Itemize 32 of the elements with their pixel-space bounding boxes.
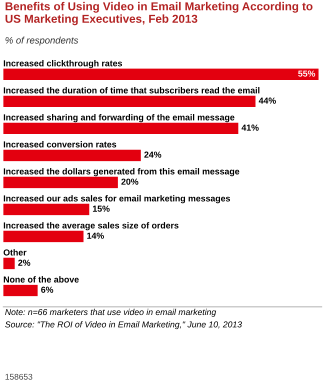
bar	[3, 258, 15, 270]
bar	[3, 150, 141, 162]
data-label: 20%	[121, 178, 138, 185]
y-tick-label: Increased clickthrough rates	[4, 60, 122, 68]
data-label: 24%	[144, 152, 162, 158]
y-tick-label: Increased the duration of time that subscribers read the email	[4, 87, 260, 94]
bar	[3, 68, 319, 80]
y-tick-label: Increased our ads sales for email marketing messages	[4, 195, 230, 204]
bar	[3, 204, 90, 216]
bar	[3, 122, 238, 134]
y-tick-label: None of the above	[4, 276, 79, 283]
data-label: 44%	[258, 98, 276, 104]
data-label: 14%	[87, 232, 104, 239]
chart-title: Benefits of Using Video in Email Marketing According to US Marketing Executives, Feb 2013	[6, 2, 313, 26]
y-tick-label: Increased sharing and forwarding of the email message	[4, 114, 234, 122]
bar	[3, 176, 118, 188]
y-tick-label: Other	[4, 249, 26, 256]
bar	[3, 284, 38, 296]
y-tick-label: Increased the average sales size of orders	[4, 222, 178, 230]
text: Note: n=66 marketers that use video in email marketing	[5, 308, 216, 317]
y-tick-label: Increased conversion rates	[4, 141, 116, 148]
source-note: Source: "The ROI of Video in Email Marketing," June 10, 2013	[5, 321, 242, 330]
bar	[3, 96, 256, 108]
text: 158653	[6, 374, 32, 380]
chart-subtitle: % of respondents	[6, 36, 78, 46]
data-label: 41%	[242, 124, 259, 131]
data-label: 6%	[41, 286, 54, 293]
data-label: 55%	[298, 70, 316, 77]
data-label: 15%	[92, 206, 110, 212]
bar	[3, 230, 84, 242]
data-label: 2%	[18, 260, 30, 266]
y-tick-label: Increased the dollars generated from this email message	[4, 168, 240, 176]
